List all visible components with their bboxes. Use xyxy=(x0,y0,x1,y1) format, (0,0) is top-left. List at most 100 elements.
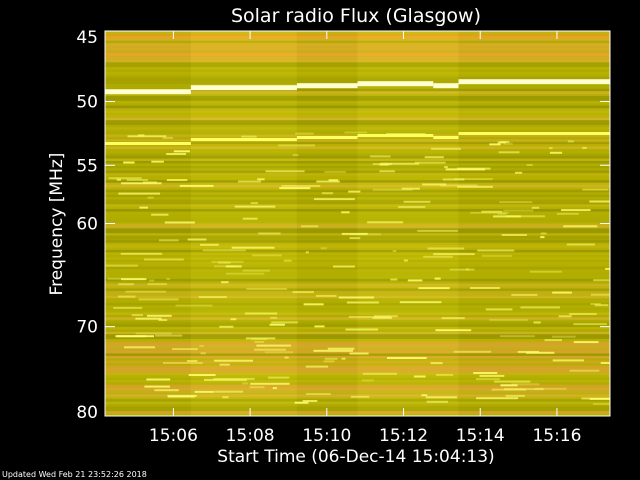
heatmap-row xyxy=(105,406,610,410)
heatmap-fragment xyxy=(493,215,521,218)
heatmap-row xyxy=(105,223,610,227)
heatmap-fragment xyxy=(264,351,293,354)
heatmap-row xyxy=(105,403,610,407)
heatmap-row xyxy=(105,59,610,63)
heatmap-row xyxy=(105,110,610,114)
heatmap-fragment xyxy=(267,376,290,379)
heatmap-fragment xyxy=(167,394,197,397)
heatmap-fragment xyxy=(470,287,500,289)
heatmap-fragment xyxy=(481,254,513,257)
heatmap-fragment xyxy=(526,164,533,166)
heatmap-fragment xyxy=(126,179,148,181)
heatmap-row xyxy=(105,382,610,386)
heatmap-fragment xyxy=(279,187,311,190)
heatmap-fragment xyxy=(214,359,253,362)
heatmap-row xyxy=(105,379,610,383)
y-tick-label: 55 xyxy=(76,156,98,176)
heatmap-row xyxy=(105,411,610,415)
heatmap-fragment xyxy=(442,178,465,181)
heatmap-fragment xyxy=(372,188,413,191)
heatmap-row xyxy=(105,204,610,208)
heatmap-row xyxy=(105,242,610,246)
heatmap-row xyxy=(105,399,610,403)
heatmap-row xyxy=(105,64,610,68)
heatmap-fragment xyxy=(258,232,281,235)
heatmap-fragment xyxy=(362,372,397,375)
heatmap-row xyxy=(105,31,610,34)
heatmap-fragment xyxy=(346,301,379,304)
heatmap-fragment xyxy=(323,360,335,363)
heatmap-row xyxy=(105,141,610,145)
heatmap-area xyxy=(105,31,610,416)
heatmap-row xyxy=(105,112,610,116)
heatmap-fragment xyxy=(591,293,610,296)
heatmap-fragment xyxy=(470,211,509,214)
heatmap-row xyxy=(105,206,610,210)
heatmap-fragment xyxy=(175,304,213,307)
heatmap-fragment xyxy=(417,229,458,232)
heatmap-row xyxy=(105,360,610,364)
heatmap-row xyxy=(105,52,610,56)
bright-band xyxy=(190,85,297,91)
heatmap-fragment xyxy=(316,180,340,183)
heatmap-fragment xyxy=(344,131,368,134)
heatmap-fragment xyxy=(313,349,353,352)
heatmap-fragment xyxy=(254,341,265,343)
heatmap-fragment xyxy=(434,277,441,280)
heatmap-row xyxy=(105,158,610,162)
heatmap-fragment xyxy=(301,225,319,228)
heatmap-row xyxy=(105,221,610,224)
heatmap-row xyxy=(105,225,610,229)
heatmap-fragment xyxy=(605,267,610,270)
heatmap-fragment xyxy=(479,374,505,377)
heatmap-row xyxy=(105,67,610,70)
heatmap-fragment xyxy=(549,151,563,154)
heatmap-row xyxy=(105,139,610,143)
heatmap-row xyxy=(105,389,610,393)
bright-band xyxy=(296,136,358,139)
heatmap-fragment xyxy=(202,249,246,252)
heatmap-row xyxy=(105,177,610,181)
heatmap-row xyxy=(105,187,610,191)
heatmap-fragment xyxy=(281,185,321,187)
heatmap-fragment xyxy=(154,389,179,392)
heatmap-fragment xyxy=(499,201,533,204)
heatmap-row xyxy=(105,146,610,150)
heatmap-fragment xyxy=(569,369,600,372)
heatmap-fragment xyxy=(303,303,324,306)
heatmap-row xyxy=(105,62,610,66)
heatmap-fragment xyxy=(324,357,338,360)
heatmap-fragment xyxy=(427,247,465,250)
heatmap-row xyxy=(105,274,610,277)
heatmap-row xyxy=(105,408,610,412)
heatmap-fragment xyxy=(387,357,427,359)
heatmap-row xyxy=(105,76,610,80)
heatmap-fragment xyxy=(218,261,231,264)
heatmap-row xyxy=(105,310,610,314)
heatmap-row xyxy=(105,355,610,359)
heatmap-fragment xyxy=(449,268,475,271)
heatmap-fragment xyxy=(250,202,258,205)
heatmap-fragment xyxy=(270,316,278,319)
heatmap-fragment xyxy=(349,233,381,236)
heatmap-row xyxy=(105,115,610,119)
heatmap-row xyxy=(105,372,610,376)
heatmap-fragment xyxy=(414,161,446,164)
heatmap-row xyxy=(105,334,610,338)
heatmap-row xyxy=(105,252,610,256)
heatmap-fragment xyxy=(549,147,553,150)
heatmap-fragment xyxy=(200,243,219,246)
heatmap-fragment xyxy=(226,272,265,275)
heatmap-fragment xyxy=(476,378,500,381)
heatmap-fragment xyxy=(144,385,170,388)
heatmap-row xyxy=(105,264,610,268)
heatmap-fragment xyxy=(146,378,171,381)
heatmap-row xyxy=(105,163,610,167)
bright-band xyxy=(105,89,191,95)
heatmap-fragment xyxy=(573,341,599,344)
heatmap-row xyxy=(105,370,610,374)
heatmap-fragment xyxy=(444,166,448,169)
heatmap-fragment xyxy=(105,264,138,267)
heatmap-row xyxy=(105,182,610,186)
heatmap-fragment xyxy=(214,265,236,268)
